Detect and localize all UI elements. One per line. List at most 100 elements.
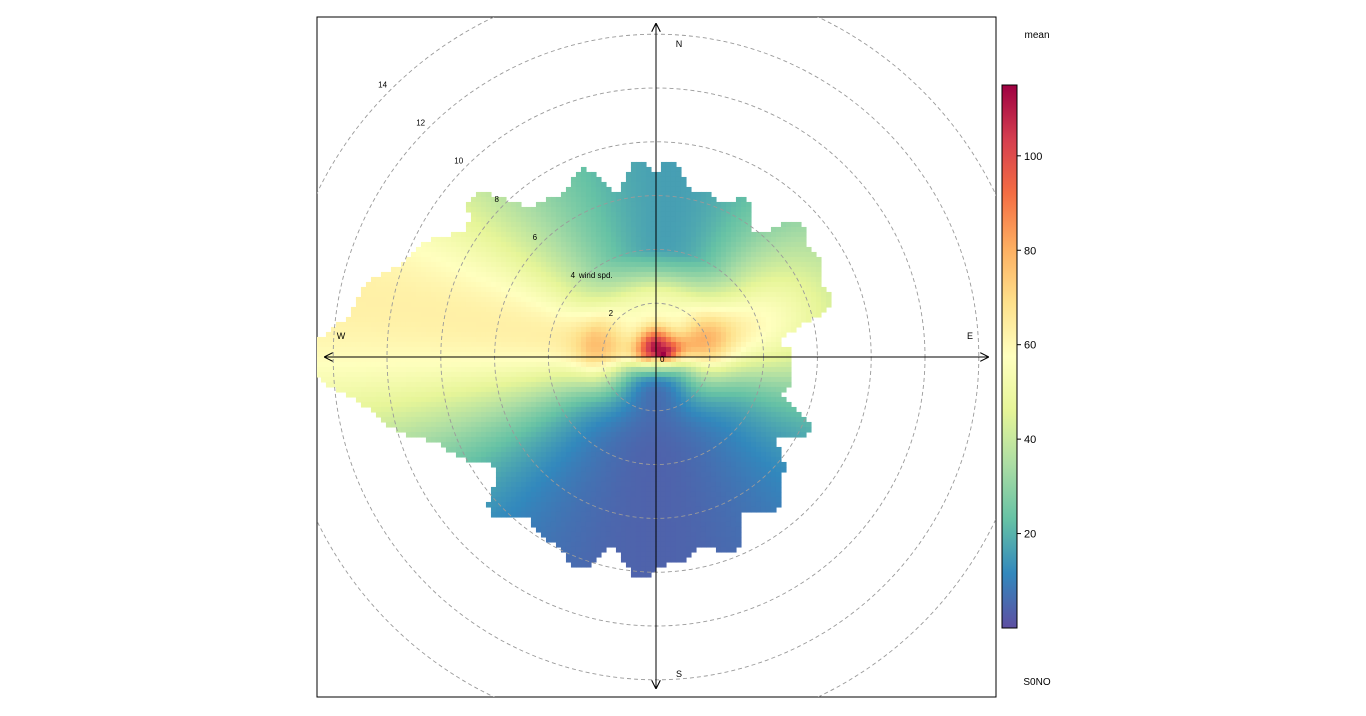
surface-cell: [620, 291, 627, 298]
surface-cell: [525, 341, 532, 348]
surface-cell: [450, 241, 457, 248]
surface-cell: [540, 251, 547, 258]
surface-cell: [360, 331, 367, 338]
surface-cell: [710, 401, 717, 408]
surface-cell: [700, 396, 707, 403]
surface-cell: [710, 526, 717, 533]
surface-cell: [660, 256, 667, 263]
surface-cell: [680, 256, 687, 263]
surface-cell: [565, 281, 572, 288]
surface-cell: [610, 431, 617, 438]
surface-cell: [640, 411, 647, 418]
surface-cell: [680, 176, 687, 183]
surface-cell: [311, 342, 317, 348]
surface-cell: [735, 416, 742, 423]
surface-cell: [645, 266, 652, 273]
surface-cell: [520, 471, 527, 478]
surface-cell: [320, 371, 327, 378]
surface-cell: [670, 186, 677, 193]
surface-cell: [615, 431, 622, 438]
surface-cell: [705, 486, 712, 493]
surface-cell: [530, 366, 537, 373]
surface-cell: [610, 206, 617, 213]
surface-cell: [725, 261, 732, 268]
surface-cell: [695, 336, 702, 343]
surface-cell: [730, 296, 737, 303]
surface-cell: [605, 276, 612, 283]
surface-cell: [605, 471, 612, 478]
surface-cell: [475, 286, 482, 293]
surface-cell: [620, 246, 627, 253]
surface-cell: [395, 301, 402, 308]
surface-cell: [525, 226, 532, 233]
surface-cell: [695, 411, 702, 418]
surface-cell: [665, 396, 672, 403]
surface-cell: [675, 541, 682, 548]
surface-cell: [535, 231, 542, 238]
surface-cell: [450, 251, 457, 258]
surface-cell: [555, 241, 562, 248]
surface-cell: [695, 221, 702, 228]
surface-cell: [730, 306, 737, 313]
surface-cell: [690, 211, 697, 218]
surface-cell: [505, 491, 512, 498]
surface-cell: [670, 531, 677, 538]
surface-cell: [690, 466, 697, 473]
surface-cell: [380, 326, 387, 333]
surface-cell: [410, 286, 417, 293]
surface-cell: [525, 286, 532, 293]
surface-cell: [620, 551, 627, 558]
surface-cell: [525, 206, 532, 213]
surface-cell: [345, 361, 352, 368]
surface-cell: [635, 456, 642, 463]
surface-cell: [655, 541, 662, 548]
surface-cell: [560, 391, 567, 398]
surface-cell: [490, 276, 497, 283]
surface-cell: [460, 251, 467, 258]
surface-cell: [655, 501, 662, 508]
surface-cell: [735, 461, 742, 468]
surface-cell: [595, 521, 602, 528]
surface-cell: [655, 216, 662, 223]
surface-cell: [620, 386, 627, 393]
surface-cell: [395, 281, 402, 288]
surface-cell: [645, 471, 652, 478]
surface-cell: [670, 536, 677, 543]
surface-cell: [470, 271, 477, 278]
surface-cell: [685, 306, 692, 313]
surface-cell: [585, 536, 592, 543]
surface-cell: [410, 386, 417, 393]
surface-cell: [625, 261, 632, 268]
surface-cell: [465, 391, 472, 398]
surface-cell: [550, 241, 557, 248]
surface-cell: [725, 436, 732, 443]
surface-cell: [750, 271, 757, 278]
surface-cell: [635, 506, 642, 513]
surface-cell: [520, 286, 527, 293]
surface-cell: [675, 531, 682, 538]
surface-cell: [390, 421, 397, 428]
surface-cell: [585, 331, 592, 338]
surface-cell: [670, 191, 677, 198]
surface-cell: [600, 261, 607, 268]
surface-cell: [530, 236, 537, 243]
surface-cell: [675, 291, 682, 298]
surface-cell: [600, 401, 607, 408]
surface-cell: [750, 336, 757, 343]
surface-cell: [575, 456, 582, 463]
surface-cell: [755, 301, 762, 308]
surface-cell: [395, 391, 402, 398]
surface-cell: [675, 241, 682, 248]
surface-cell: [360, 311, 367, 318]
surface-cell: [540, 491, 547, 498]
surface-cell: [610, 246, 617, 253]
surface-cell: [355, 376, 362, 383]
surface-cell: [625, 466, 632, 473]
surface-cell: [715, 436, 722, 443]
surface-cell: [695, 511, 702, 518]
surface-cell: [570, 341, 577, 348]
surface-cell: [630, 541, 637, 548]
surface-cell: [545, 411, 552, 418]
surface-cell: [590, 291, 597, 298]
surface-cell: [640, 451, 647, 458]
